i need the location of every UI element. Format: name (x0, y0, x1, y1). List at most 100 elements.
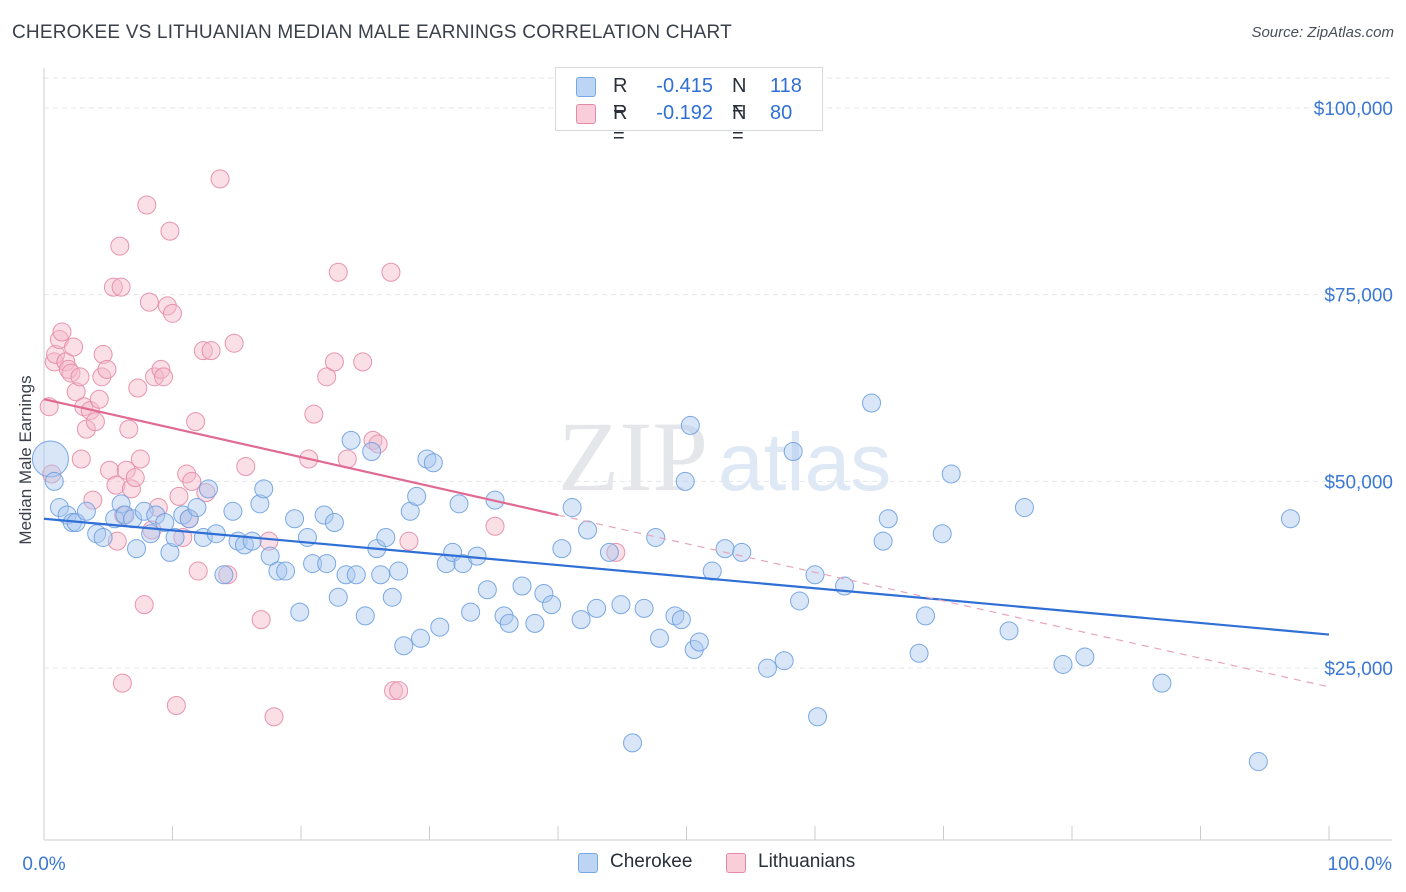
lithuanians-point (186, 412, 206, 432)
cherokee-point (285, 509, 305, 529)
cherokee-point (449, 494, 469, 514)
legend-n-label: N = (732, 102, 747, 147)
cherokee-point (407, 486, 427, 506)
cherokee-point (461, 602, 481, 622)
cherokee-point (254, 479, 274, 499)
cherokee-point (93, 527, 113, 547)
lithuanians-point (328, 262, 348, 282)
lithuanians-point (182, 471, 202, 491)
lithuanians-point (236, 456, 256, 476)
legend-swatch-cherokee (576, 77, 596, 97)
watermark: ZIP atlas (558, 401, 891, 512)
chart-title: CHEROKEE VS LITHUANIAN MEDIAN MALE EARNI… (12, 22, 732, 43)
legend-n-value: 80 (770, 102, 793, 124)
lithuanians-point (381, 262, 401, 282)
cherokee-point (290, 602, 310, 622)
lithuanians-point (173, 527, 193, 547)
cherokee-point (634, 598, 654, 618)
lithuanians-point (163, 303, 182, 323)
watermark-atlas: atlas (718, 417, 891, 508)
lithuanians-trend-extension (557, 514, 1330, 688)
cherokee-point (512, 576, 532, 596)
cherokee-point (774, 651, 794, 671)
cherokee-point (411, 628, 431, 648)
lithuanians-point (304, 404, 324, 424)
tick-labels: $25,000 $50,000 $75,000 $100,000 0.0% 100.0% (22, 99, 1393, 875)
y-tick-label: $75,000 (1324, 286, 1393, 307)
cherokee-point (1248, 752, 1268, 772)
cherokee-point (417, 449, 437, 469)
cherokee-point (250, 494, 270, 514)
cherokee-point (362, 442, 382, 462)
cherokee-point (317, 554, 337, 574)
cherokee-point (160, 542, 180, 562)
lithuanians-point (106, 475, 126, 495)
lithuanians-point (606, 542, 626, 562)
cherokee-point (680, 415, 700, 435)
cherokee-point (268, 561, 288, 581)
legend-swatch-lithuanians (576, 104, 596, 124)
cherokee-point (1280, 509, 1300, 529)
cherokee-point (242, 531, 262, 551)
legend-n-label: N = (732, 75, 747, 120)
cherokee-point (341, 430, 361, 450)
cherokee-point (355, 606, 375, 626)
lithuanians-point (169, 486, 189, 506)
x-tick-label: 100.0% (1328, 854, 1393, 875)
lithuanians-point (324, 352, 344, 372)
lithuanians-point (52, 322, 72, 342)
lithuanians-point (139, 292, 159, 312)
lithuanians-point (111, 277, 131, 297)
lithuanians-point (485, 516, 505, 536)
lithuanians-point (71, 449, 91, 469)
cherokee-point (909, 643, 929, 663)
cherokee-point (873, 531, 893, 551)
cherokee-point (689, 632, 709, 652)
cherokee-point (214, 565, 234, 585)
legend-n-value: 118 (770, 75, 802, 97)
lithuanians-point (121, 479, 141, 499)
lithuanians-point (107, 531, 127, 551)
lithuanians-point (58, 359, 78, 379)
lithuanians-point (201, 341, 221, 361)
x-tick-label: 0.0% (22, 854, 65, 875)
cherokee-point (31, 440, 69, 478)
cherokee-point (623, 733, 643, 753)
cherokee-point (587, 598, 607, 618)
legend-r-value: -0.415 (656, 75, 713, 97)
legend-r-value: -0.192 (656, 102, 713, 124)
cherokee-point (44, 471, 64, 491)
cherokee-point (941, 464, 961, 484)
cherokee-point (111, 494, 131, 514)
cherokee-point (562, 498, 582, 518)
lithuanians-point (259, 531, 279, 551)
lithuanians-point (56, 352, 76, 372)
lithuanians-point (389, 681, 409, 701)
cherokee-point (715, 539, 735, 559)
cherokee-point (783, 442, 803, 462)
cherokee-point (260, 546, 280, 566)
source-label: Source: ZipAtlas.com (1251, 24, 1394, 41)
legend-r-label: R = (613, 102, 628, 147)
cherokee-point (314, 505, 334, 525)
y-axis-label: Median Male Earnings (16, 375, 35, 544)
cherokee-point (179, 509, 199, 529)
lithuanians-point (83, 490, 103, 510)
bottom-legend-label-lithuanians: Lithuanians (758, 851, 856, 872)
cherokee-point (757, 658, 777, 678)
cherokee-point (423, 453, 443, 473)
cherokee-point (389, 561, 409, 581)
lithuanians-trend-line (43, 398, 559, 517)
lithuanians-point (166, 696, 186, 716)
cherokee-point (862, 393, 882, 413)
cherokee-point (324, 513, 344, 532)
lithuanians-point (154, 367, 174, 387)
cherokee-point (223, 501, 243, 521)
y-tick-label: $50,000 (1324, 472, 1393, 493)
trend-lines (43, 398, 1330, 688)
cherokee-point (805, 565, 825, 585)
lithuanians-point (264, 707, 284, 727)
cherokee-point (394, 636, 414, 656)
cherokee-point (1014, 498, 1034, 518)
lithuanians-point (70, 367, 90, 387)
